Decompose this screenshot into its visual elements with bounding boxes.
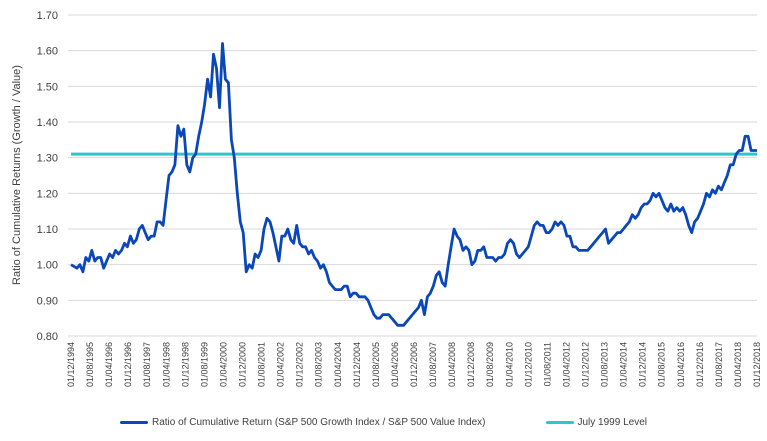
x-tick-label: 01/08/2005 xyxy=(371,342,381,387)
y-tick-label: 1.70 xyxy=(37,10,58,22)
x-tick-label: 01/04/1996 xyxy=(104,342,114,387)
x-tick-label: 01/04/2004 xyxy=(333,342,343,387)
x-tick-label: 01/04/2018 xyxy=(733,342,743,387)
y-tick-label: 1.30 xyxy=(37,153,58,165)
x-tick-label: 01/08/2013 xyxy=(600,342,610,387)
x-tick-label: 01/12/1994 xyxy=(66,342,76,387)
x-tick-label: 01/08/2007 xyxy=(428,342,438,387)
y-tick-label: 1.00 xyxy=(37,260,58,272)
x-tick-label: 01/12/2006 xyxy=(409,342,419,387)
x-tick-label: 01/08/2001 xyxy=(257,342,267,387)
ratio-series-line xyxy=(70,42,757,327)
legend-item-july-1999: July 1999 Level xyxy=(545,416,648,428)
x-tick-label: 01/12/2010 xyxy=(523,342,533,387)
y-axis-ticks: 0.80 0.90 1.00 1.10 1.20 1.30 1.40 1.50 1.60 1.70 xyxy=(37,10,58,343)
x-tick-label: 01/08/2017 xyxy=(714,342,724,387)
x-tick-label: 01/08/1995 xyxy=(85,342,95,387)
legend: Ratio of Cumulative Return (S&P 500 Grow… xyxy=(0,412,767,432)
x-tick-label: 01/12/2008 xyxy=(466,342,476,387)
y-tick-label: 1.60 xyxy=(37,46,58,58)
x-tick-label: 01/08/2009 xyxy=(485,342,495,387)
x-axis-ticks: 01/12/1994 01/08/1995 01/04/1996 01/12/1996… xyxy=(66,342,762,387)
y-tick-label: 1.40 xyxy=(37,117,58,129)
x-tick-label: 01/12/2004 xyxy=(352,342,362,387)
x-tick-label: 01/04/2014 xyxy=(619,342,629,387)
gridlines xyxy=(68,14,757,337)
x-tick-label: 01/04/2002 xyxy=(276,342,286,387)
x-tick-label: 01/08/1997 xyxy=(142,342,152,387)
x-tick-label: 01/04/2016 xyxy=(676,342,686,387)
x-tick-label: 01/08/2003 xyxy=(314,342,324,387)
legend-label-july-1999: July 1999 Level xyxy=(577,416,648,428)
x-tick-label: 01/12/2018 xyxy=(752,342,762,387)
y-tick-label: 0.90 xyxy=(37,295,58,307)
x-tick-label: 01/04/2012 xyxy=(561,342,571,387)
x-tick-label: 01/04/2010 xyxy=(504,342,514,387)
y-tick-label: 1.50 xyxy=(37,81,58,93)
x-tick-label: 01/12/1996 xyxy=(123,342,133,387)
x-tick-label: 01/04/1998 xyxy=(161,342,171,387)
x-tick-label: 01/12/2000 xyxy=(238,342,248,387)
y-tick-label: 1.20 xyxy=(37,188,58,200)
x-tick-label: 01/08/1999 xyxy=(199,342,209,387)
legend-item-ratio: Ratio of Cumulative Return (S&P 500 Grow… xyxy=(119,416,486,428)
x-tick-label: 01/12/1998 xyxy=(180,342,190,387)
x-tick-label: 01/04/2008 xyxy=(447,342,457,387)
y-tick-label: 1.10 xyxy=(37,224,58,236)
legend-swatch-blue xyxy=(119,420,148,424)
x-tick-label: 01/12/2014 xyxy=(638,342,648,387)
y-axis-label: Ratio of Cumulative Returns (Growth / Va… xyxy=(11,65,23,285)
x-tick-label: 01/12/2012 xyxy=(581,342,591,387)
x-tick-label: 01/12/2016 xyxy=(695,342,705,387)
x-tick-label: 01/04/2000 xyxy=(218,342,228,387)
legend-label-ratio: Ratio of Cumulative Return (S&P 500 Grow… xyxy=(151,416,486,428)
x-tick-label: 01/12/2002 xyxy=(295,342,305,387)
x-tick-label: 01/04/2006 xyxy=(390,342,400,387)
legend-swatch-teal xyxy=(545,420,574,424)
x-tick-label: 01/08/2015 xyxy=(657,342,667,387)
x-tick-label: 01/08/2011 xyxy=(542,342,552,386)
chart-canvas: 0.80 0.90 1.00 1.10 1.20 1.30 1.40 1.50 1.60 1.70… xyxy=(11,10,762,387)
y-tick-label: 0.80 xyxy=(37,331,58,343)
